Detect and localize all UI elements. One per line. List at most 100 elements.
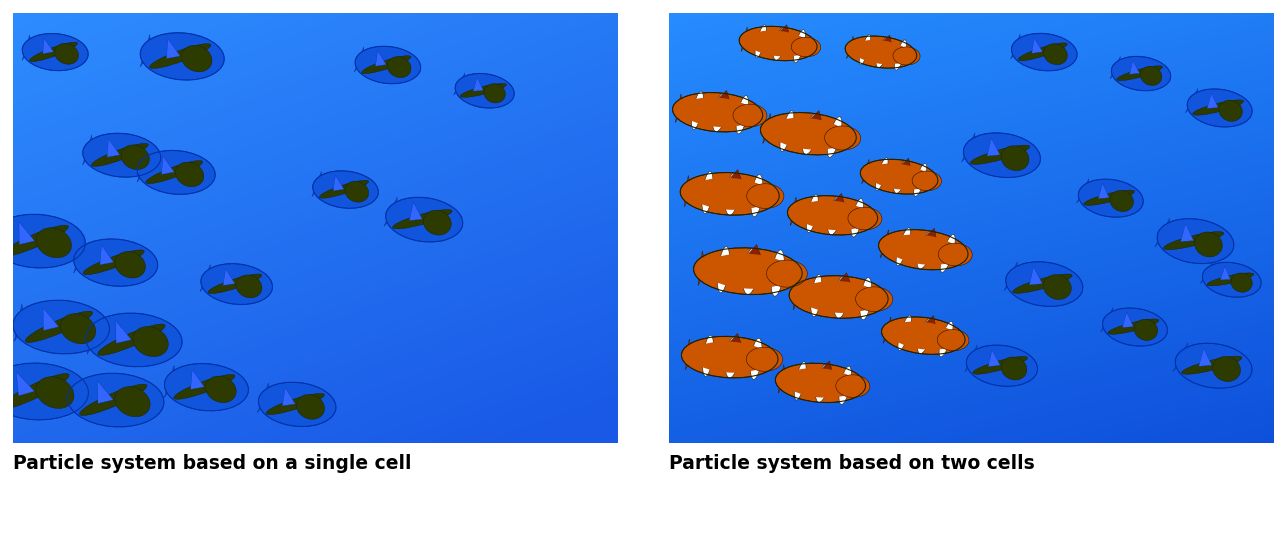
Polygon shape — [861, 159, 870, 184]
Polygon shape — [14, 304, 26, 342]
Polygon shape — [1030, 267, 1042, 285]
Ellipse shape — [355, 46, 421, 84]
Ellipse shape — [794, 362, 806, 400]
Ellipse shape — [856, 287, 893, 311]
Polygon shape — [1201, 262, 1212, 284]
Ellipse shape — [80, 384, 147, 416]
Ellipse shape — [846, 36, 916, 68]
Ellipse shape — [739, 26, 817, 61]
Ellipse shape — [673, 92, 763, 132]
Ellipse shape — [755, 25, 766, 58]
Ellipse shape — [0, 363, 89, 420]
Polygon shape — [98, 381, 113, 403]
Ellipse shape — [456, 74, 515, 108]
Polygon shape — [1076, 179, 1089, 203]
Polygon shape — [790, 197, 798, 226]
Ellipse shape — [834, 276, 848, 318]
Ellipse shape — [725, 337, 739, 378]
Ellipse shape — [1219, 100, 1242, 121]
Polygon shape — [768, 25, 792, 45]
Ellipse shape — [1108, 319, 1160, 334]
Ellipse shape — [67, 373, 163, 427]
Polygon shape — [676, 94, 683, 122]
Ellipse shape — [459, 83, 507, 97]
Ellipse shape — [887, 235, 960, 265]
Ellipse shape — [165, 364, 248, 411]
Polygon shape — [166, 39, 180, 59]
Polygon shape — [880, 230, 889, 258]
Ellipse shape — [704, 253, 793, 289]
Ellipse shape — [201, 264, 273, 304]
Ellipse shape — [750, 338, 762, 379]
Polygon shape — [698, 251, 707, 286]
Ellipse shape — [1202, 263, 1261, 297]
Polygon shape — [1180, 224, 1193, 242]
Ellipse shape — [889, 322, 958, 350]
Polygon shape — [453, 73, 465, 95]
Polygon shape — [1004, 262, 1017, 291]
Polygon shape — [717, 170, 746, 195]
Ellipse shape — [792, 37, 821, 57]
Ellipse shape — [761, 113, 856, 155]
Ellipse shape — [1005, 262, 1082, 307]
Polygon shape — [354, 47, 364, 72]
Polygon shape — [1220, 266, 1230, 280]
Polygon shape — [100, 245, 113, 265]
Polygon shape — [1122, 313, 1134, 328]
Ellipse shape — [691, 91, 703, 129]
Ellipse shape — [1212, 357, 1241, 381]
Ellipse shape — [1084, 190, 1135, 205]
Polygon shape — [474, 77, 483, 91]
Polygon shape — [409, 202, 422, 221]
Ellipse shape — [1103, 308, 1167, 346]
Polygon shape — [685, 176, 692, 207]
Ellipse shape — [681, 336, 779, 378]
Ellipse shape — [313, 171, 378, 208]
Ellipse shape — [767, 260, 807, 287]
Ellipse shape — [879, 230, 968, 270]
Ellipse shape — [775, 363, 866, 403]
Polygon shape — [1185, 89, 1198, 113]
Polygon shape — [965, 345, 977, 372]
Ellipse shape — [98, 324, 165, 355]
Ellipse shape — [1112, 56, 1171, 91]
Polygon shape — [22, 35, 31, 60]
Ellipse shape — [484, 84, 506, 103]
Ellipse shape — [362, 56, 411, 74]
Ellipse shape — [690, 342, 770, 373]
Ellipse shape — [780, 111, 794, 151]
Ellipse shape — [795, 200, 870, 230]
Polygon shape — [17, 372, 35, 396]
Ellipse shape — [713, 93, 727, 132]
Ellipse shape — [860, 278, 871, 320]
Ellipse shape — [82, 133, 161, 177]
Ellipse shape — [0, 374, 69, 409]
Ellipse shape — [788, 195, 878, 235]
Ellipse shape — [115, 387, 151, 417]
Ellipse shape — [734, 104, 767, 127]
Ellipse shape — [941, 235, 955, 272]
Ellipse shape — [893, 161, 909, 193]
Ellipse shape — [860, 159, 938, 194]
Ellipse shape — [393, 209, 452, 229]
Ellipse shape — [851, 199, 864, 237]
Ellipse shape — [386, 197, 463, 242]
Polygon shape — [1172, 343, 1188, 372]
Ellipse shape — [894, 40, 906, 70]
Polygon shape — [384, 197, 398, 227]
Ellipse shape — [694, 248, 802, 294]
Ellipse shape — [681, 172, 779, 215]
Ellipse shape — [828, 117, 842, 157]
Polygon shape — [311, 171, 322, 197]
Polygon shape — [1010, 34, 1021, 59]
Polygon shape — [1109, 56, 1120, 79]
Polygon shape — [138, 152, 147, 182]
Polygon shape — [961, 133, 976, 162]
Polygon shape — [199, 264, 210, 292]
Ellipse shape — [1013, 274, 1072, 293]
Ellipse shape — [773, 27, 786, 60]
Polygon shape — [821, 193, 848, 217]
Ellipse shape — [789, 275, 888, 318]
Ellipse shape — [145, 161, 202, 184]
Polygon shape — [1154, 218, 1170, 247]
